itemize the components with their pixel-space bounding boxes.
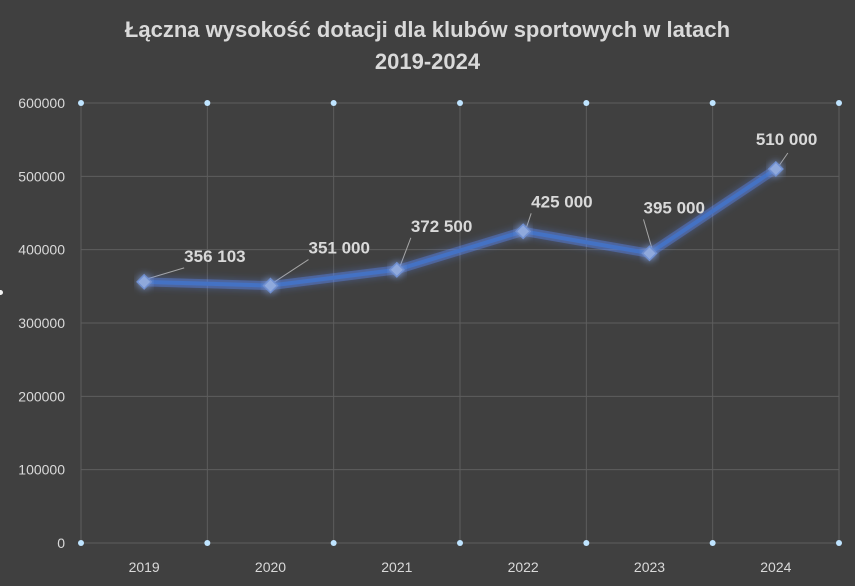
grid-corner-dot <box>836 100 842 106</box>
data-label: 351 000 <box>309 239 370 258</box>
x-tick-label: 2020 <box>255 559 286 575</box>
grid-corner-dot <box>583 540 590 546</box>
series-line-path <box>142 167 778 288</box>
y-tick-label: 200000 <box>18 388 65 404</box>
series-markers <box>136 160 784 294</box>
x-axis-ticks: 2019 2020 2021 2022 2023 2024 <box>129 559 792 575</box>
data-point-marker <box>767 160 784 178</box>
grid-corner-dot <box>709 540 716 546</box>
chart-title-line-2: 2019-2024 <box>374 49 481 74</box>
grid-corner-dot <box>78 540 84 546</box>
y-tick-label: 0 <box>57 535 65 551</box>
grid-corner-dot <box>330 540 337 546</box>
resize-handle[interactable] <box>0 290 3 295</box>
x-tick-label: 2024 <box>760 559 791 575</box>
series-line <box>142 165 779 291</box>
label-leader-lines <box>147 152 789 284</box>
y-axis-ticks: 0 100000 200000 300000 400000 500000 600000 <box>18 95 65 551</box>
data-label: 356 103 <box>184 247 245 266</box>
y-tick-label: 100000 <box>18 462 65 478</box>
chart-title: Łączna wysokość dotacji dla klubów sport… <box>0 14 855 78</box>
y-tick-label: 300000 <box>18 315 65 331</box>
data-label: 395 000 <box>644 198 705 217</box>
x-tick-label: 2021 <box>381 559 412 575</box>
x-tick-label: 2019 <box>129 559 160 575</box>
leader-line <box>525 213 532 229</box>
data-point-marker <box>262 277 279 294</box>
grid-corner-dot <box>709 100 716 106</box>
data-point-marker <box>388 261 405 278</box>
x-tick-label: 2023 <box>634 559 665 575</box>
data-labels: 356 103 351 000 372 500 425 000 395 000 510 0… <box>184 130 817 266</box>
leader-line <box>399 237 412 268</box>
grid-corner-dot <box>204 100 211 106</box>
grid-corner-dot <box>457 540 463 546</box>
leader-line <box>147 267 185 280</box>
y-tick-label: 400000 <box>18 242 65 258</box>
data-point-marker <box>641 245 658 262</box>
grid-corner-dot <box>836 540 842 546</box>
data-label: 510 000 <box>756 130 817 149</box>
grid-corner-dot <box>583 100 590 106</box>
y-tick-label: 600000 <box>18 95 65 111</box>
data-label: 425 000 <box>531 192 592 211</box>
data-point-marker <box>136 273 153 290</box>
grid <box>78 100 842 546</box>
y-tick-label: 500000 <box>18 168 65 184</box>
chart-title-line-1: Łączna wysokość dotacji dla klubów sport… <box>124 17 731 42</box>
leader-line <box>643 219 653 251</box>
data-point-marker <box>515 223 532 240</box>
leader-line <box>273 259 309 284</box>
grid-corner-dot <box>457 100 463 106</box>
grid-corner-dot <box>330 100 337 106</box>
grid-corner-dot <box>204 540 211 546</box>
x-tick-label: 2022 <box>508 559 539 575</box>
grid-corner-dot <box>78 100 84 106</box>
leader-line <box>778 152 789 167</box>
data-label: 372 500 <box>411 217 472 236</box>
